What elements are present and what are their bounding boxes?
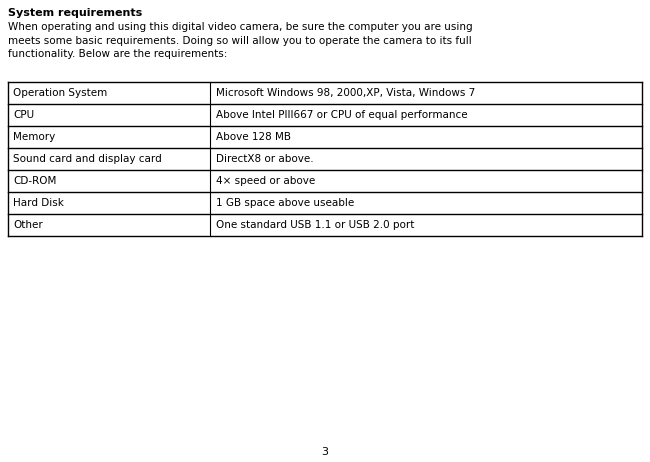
Text: 4× speed or above: 4× speed or above <box>216 176 315 186</box>
Text: Above 128 MB: Above 128 MB <box>216 132 291 142</box>
Text: 3: 3 <box>322 447 328 457</box>
Text: DirectX8 or above.: DirectX8 or above. <box>216 154 313 164</box>
Text: When operating and using this digital video camera, be sure the computer you are: When operating and using this digital vi… <box>8 22 473 32</box>
Text: Memory: Memory <box>13 132 55 142</box>
Text: CPU: CPU <box>13 110 34 120</box>
Text: CD-ROM: CD-ROM <box>13 176 57 186</box>
Text: System requirements: System requirements <box>8 8 142 18</box>
Text: Operation System: Operation System <box>13 88 107 98</box>
Text: Other: Other <box>13 220 43 230</box>
Text: Hard Disk: Hard Disk <box>13 198 64 208</box>
Text: Sound card and display card: Sound card and display card <box>13 154 162 164</box>
Text: Above Intel PIII667 or CPU of equal performance: Above Intel PIII667 or CPU of equal perf… <box>216 110 467 120</box>
Text: 1 GB space above useable: 1 GB space above useable <box>216 198 354 208</box>
Text: functionality. Below are the requirements:: functionality. Below are the requirement… <box>8 49 228 59</box>
Text: meets some basic requirements. Doing so will allow you to operate the camera to : meets some basic requirements. Doing so … <box>8 36 472 45</box>
Text: Microsoft Windows 98, 2000,XP, Vista, Windows 7: Microsoft Windows 98, 2000,XP, Vista, Wi… <box>216 88 475 98</box>
Text: One standard USB 1.1 or USB 2.0 port: One standard USB 1.1 or USB 2.0 port <box>216 220 415 230</box>
